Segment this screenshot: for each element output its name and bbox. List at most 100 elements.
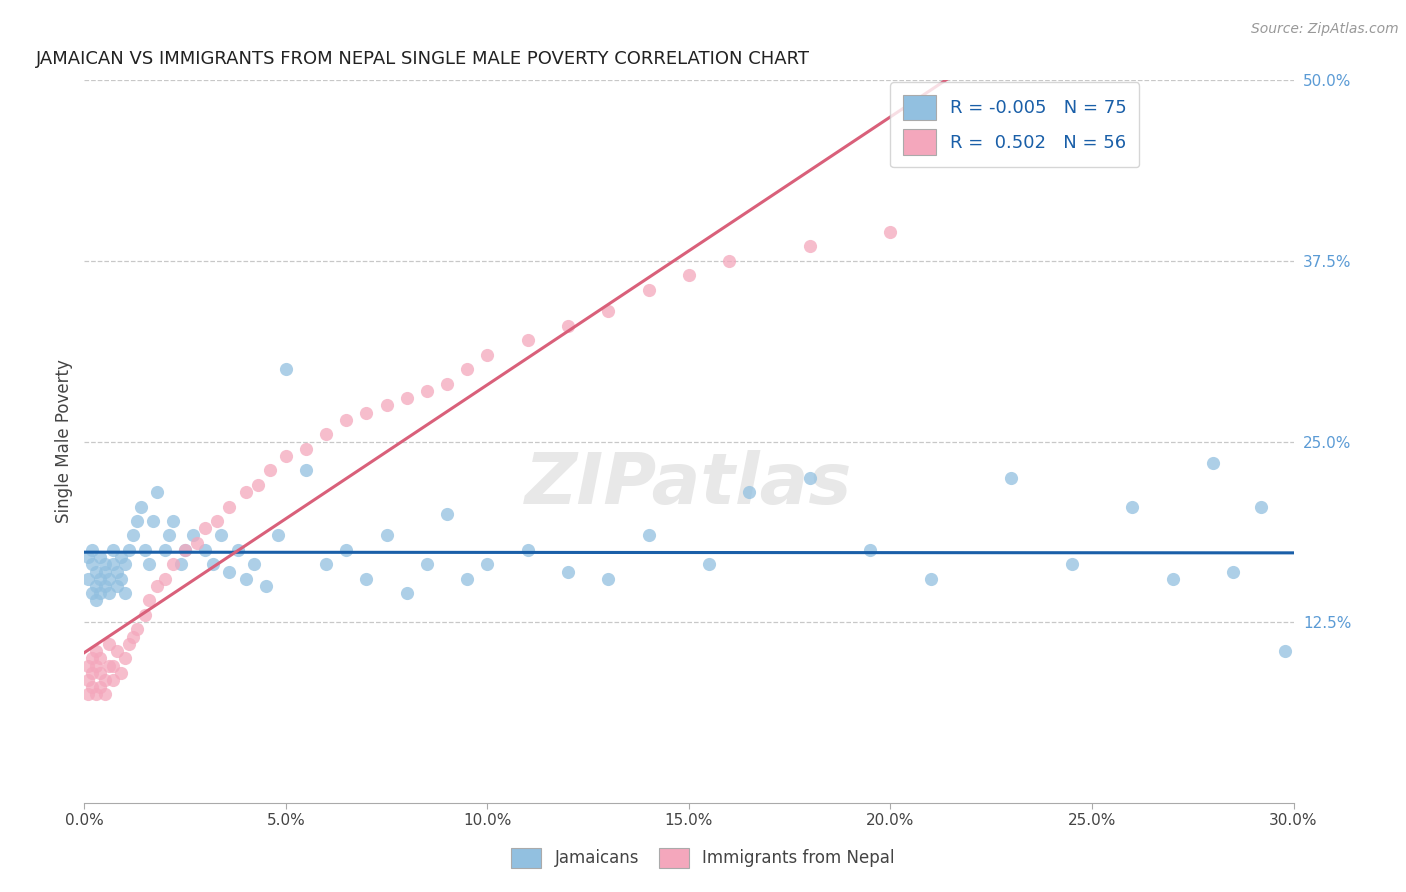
Point — [516, 542, 538, 557]
Point — [77, 572, 100, 586]
Point — [86, 644, 108, 658]
Point — [557, 318, 579, 333]
Point — [598, 572, 620, 586]
Point — [194, 542, 217, 557]
Point — [718, 253, 741, 268]
Point — [209, 528, 232, 542]
Point — [138, 593, 160, 607]
Point — [375, 528, 398, 542]
Point — [105, 644, 128, 658]
Point — [105, 565, 128, 579]
Point — [477, 558, 499, 572]
Point — [879, 225, 901, 239]
Point — [129, 500, 152, 514]
Text: Source: ZipAtlas.com: Source: ZipAtlas.com — [1251, 22, 1399, 37]
Point — [82, 542, 104, 557]
Point — [86, 658, 108, 673]
Point — [97, 586, 120, 600]
Point — [93, 687, 115, 701]
Point — [101, 542, 124, 557]
Y-axis label: Single Male Poverty: Single Male Poverty — [55, 359, 73, 524]
Point — [101, 558, 124, 572]
Point — [118, 542, 141, 557]
Point — [335, 542, 357, 557]
Point — [82, 680, 104, 694]
Point — [456, 362, 478, 376]
Point — [416, 384, 439, 398]
Point — [86, 565, 108, 579]
Point — [77, 658, 100, 673]
Point — [738, 485, 761, 500]
Point — [181, 528, 204, 542]
Point — [146, 485, 169, 500]
Point — [97, 637, 120, 651]
Point — [1161, 572, 1184, 586]
Point — [86, 593, 108, 607]
Point — [142, 514, 165, 528]
Point — [125, 514, 148, 528]
Point — [637, 528, 659, 542]
Point — [101, 658, 124, 673]
Point — [436, 376, 458, 391]
Point — [82, 586, 104, 600]
Point — [162, 558, 184, 572]
Point — [859, 542, 882, 557]
Point — [170, 558, 193, 572]
Point — [246, 478, 269, 492]
Point — [97, 658, 120, 673]
Point — [110, 665, 132, 680]
Point — [207, 514, 229, 528]
Point — [93, 565, 115, 579]
Point — [186, 535, 208, 549]
Point — [697, 558, 720, 572]
Point — [93, 673, 115, 687]
Point — [93, 558, 115, 572]
Legend: R = -0.005   N = 75, R =  0.502   N = 56: R = -0.005 N = 75, R = 0.502 N = 56 — [890, 82, 1139, 168]
Point — [101, 673, 124, 687]
Point — [274, 449, 297, 463]
Point — [174, 542, 197, 557]
Point — [146, 579, 169, 593]
Point — [89, 665, 111, 680]
Point — [235, 485, 257, 500]
Point — [456, 572, 478, 586]
Point — [114, 651, 136, 665]
Point — [82, 558, 104, 572]
Point — [516, 334, 538, 348]
Point — [138, 558, 160, 572]
Point — [1121, 500, 1143, 514]
Point — [274, 362, 297, 376]
Point — [395, 586, 418, 600]
Point — [97, 572, 120, 586]
Point — [1250, 500, 1272, 514]
Point — [174, 542, 197, 557]
Point — [335, 413, 357, 427]
Point — [1274, 644, 1296, 658]
Point — [77, 673, 100, 687]
Point — [218, 500, 240, 514]
Point — [125, 623, 148, 637]
Point — [121, 630, 143, 644]
Point — [77, 550, 100, 565]
Point — [477, 348, 499, 362]
Point — [395, 391, 418, 405]
Point — [110, 550, 132, 565]
Point — [89, 651, 111, 665]
Point — [121, 528, 143, 542]
Point — [295, 463, 318, 477]
Point — [134, 542, 156, 557]
Point — [82, 651, 104, 665]
Point — [1060, 558, 1083, 572]
Point — [93, 579, 115, 593]
Point — [157, 528, 180, 542]
Point — [118, 637, 141, 651]
Point — [86, 579, 108, 593]
Text: JAMAICAN VS IMMIGRANTS FROM NEPAL SINGLE MALE POVERTY CORRELATION CHART: JAMAICAN VS IMMIGRANTS FROM NEPAL SINGLE… — [37, 50, 810, 68]
Point — [259, 463, 281, 477]
Point — [557, 565, 579, 579]
Point — [114, 586, 136, 600]
Point — [202, 558, 225, 572]
Point — [920, 572, 942, 586]
Point — [89, 680, 111, 694]
Legend: Jamaicans, Immigrants from Nepal: Jamaicans, Immigrants from Nepal — [505, 841, 901, 875]
